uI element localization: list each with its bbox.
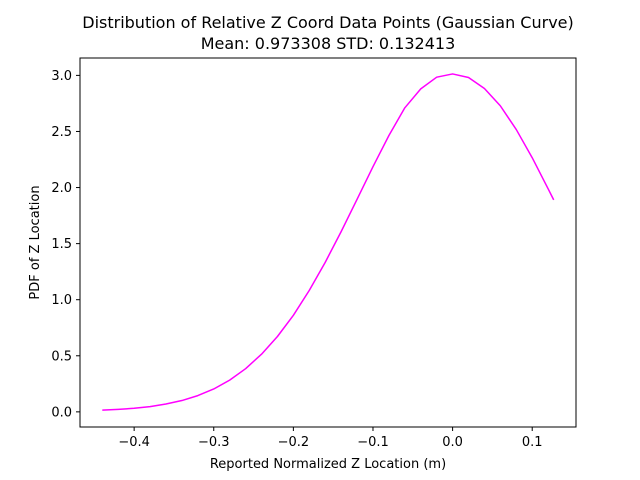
y-tick-label: 0.5: [51, 349, 72, 364]
chart-subtitle: Mean: 0.973308 STD: 0.132413: [201, 34, 456, 53]
x-tick-label: −0.1: [357, 435, 389, 450]
chart-title: Distribution of Relative Z Coord Data Po…: [82, 13, 574, 32]
plot-area-frame: [79, 57, 577, 428]
y-axis-ticks: 0.0 0.5 1.0 1.5 2.0 2.5 3.0: [51, 69, 80, 420]
x-tick-label: −0.2: [278, 435, 310, 450]
gaussian-curve-line: [102, 73, 555, 411]
y-tick-label: 2.5: [51, 125, 72, 140]
y-tick-label: 1.0: [51, 293, 72, 308]
y-tick-label: 3.0: [51, 69, 72, 84]
x-tick-label: −0.4: [118, 435, 150, 450]
x-tick-label: 0.1: [522, 435, 543, 450]
x-axis-ticks: −0.4 −0.3 −0.2 −0.1 0.0 0.1: [118, 427, 543, 450]
x-tick-label: 0.0: [442, 435, 463, 450]
y-tick-label: 0.0: [51, 405, 72, 420]
y-tick-label: 1.5: [51, 237, 72, 252]
y-tick-label: 2.0: [51, 181, 72, 196]
series-layer: [102, 73, 555, 411]
y-axis-label: PDF of Z Location: [28, 185, 43, 299]
x-tick-label: −0.3: [198, 435, 230, 450]
x-axis-label: Reported Normalized Z Location (m): [210, 457, 446, 472]
